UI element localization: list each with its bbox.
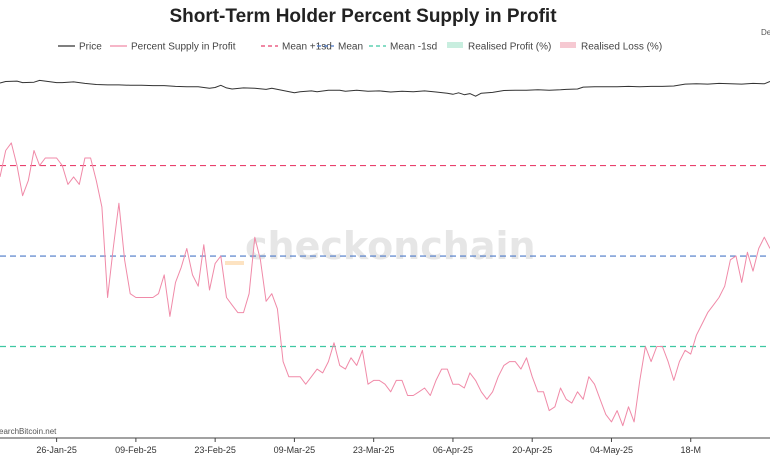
- x-tick-label: 18-M: [680, 445, 701, 455]
- reference-lines: [0, 164, 770, 348]
- x-tick-label: 23-Feb-25: [194, 445, 236, 455]
- x-tick-label: 23-Mar-25: [353, 445, 395, 455]
- price-line: [0, 79, 770, 97]
- legend-item[interactable]: Realised Loss (%): [560, 42, 662, 53]
- legend-label: Percent Supply in Profit: [131, 42, 236, 53]
- series-layer: [0, 79, 770, 427]
- legend-item[interactable]: Mean: [317, 42, 363, 53]
- legend-item[interactable]: Price: [58, 42, 102, 53]
- legend-item[interactable]: Mean -1sd: [369, 42, 437, 53]
- percent-supply-in-profit-line: [0, 142, 770, 427]
- x-tick-label: 09-Feb-25: [115, 445, 157, 455]
- watermark-dash: [225, 261, 244, 265]
- x-tick-label: 06-Apr-25: [433, 445, 473, 455]
- legend-label: Mean -1sd: [390, 42, 437, 53]
- legend-item[interactable]: Mean +1sd: [261, 42, 332, 53]
- legend-label: Price: [79, 42, 102, 53]
- x-axis-ticks: 26-Jan-25 09-Feb-25 23-Feb-25 09-Mar-25 23-M…: [36, 438, 701, 455]
- x-tick-label: 09-Mar-25: [274, 445, 316, 455]
- watermark: checkonchain: [225, 224, 536, 268]
- legend: Price Percent Supply in Profit Mean +1sd Me…: [58, 42, 662, 53]
- source-note: earchBitcoin.net: [0, 427, 57, 436]
- legend-swatch: [447, 42, 463, 48]
- legend-swatch: [560, 42, 576, 48]
- chart-title: Short-Term Holder Percent Supply in Prof…: [169, 6, 557, 27]
- legend-item[interactable]: Realised Profit (%): [447, 42, 551, 53]
- legend-label: Mean +1sd: [282, 42, 332, 53]
- legend-label: Realised Loss (%): [581, 42, 662, 53]
- watermark-text: checkonchain: [245, 224, 536, 268]
- x-tick-label: 04-May-25: [590, 445, 633, 455]
- corner-label: De: [761, 28, 770, 37]
- legend-label: Mean: [338, 42, 363, 53]
- x-tick-label: 20-Apr-25: [512, 445, 552, 455]
- legend-label: Realised Profit (%): [468, 42, 551, 53]
- legend-item[interactable]: Percent Supply in Profit: [110, 42, 236, 53]
- x-tick-label: 26-Jan-25: [36, 445, 77, 455]
